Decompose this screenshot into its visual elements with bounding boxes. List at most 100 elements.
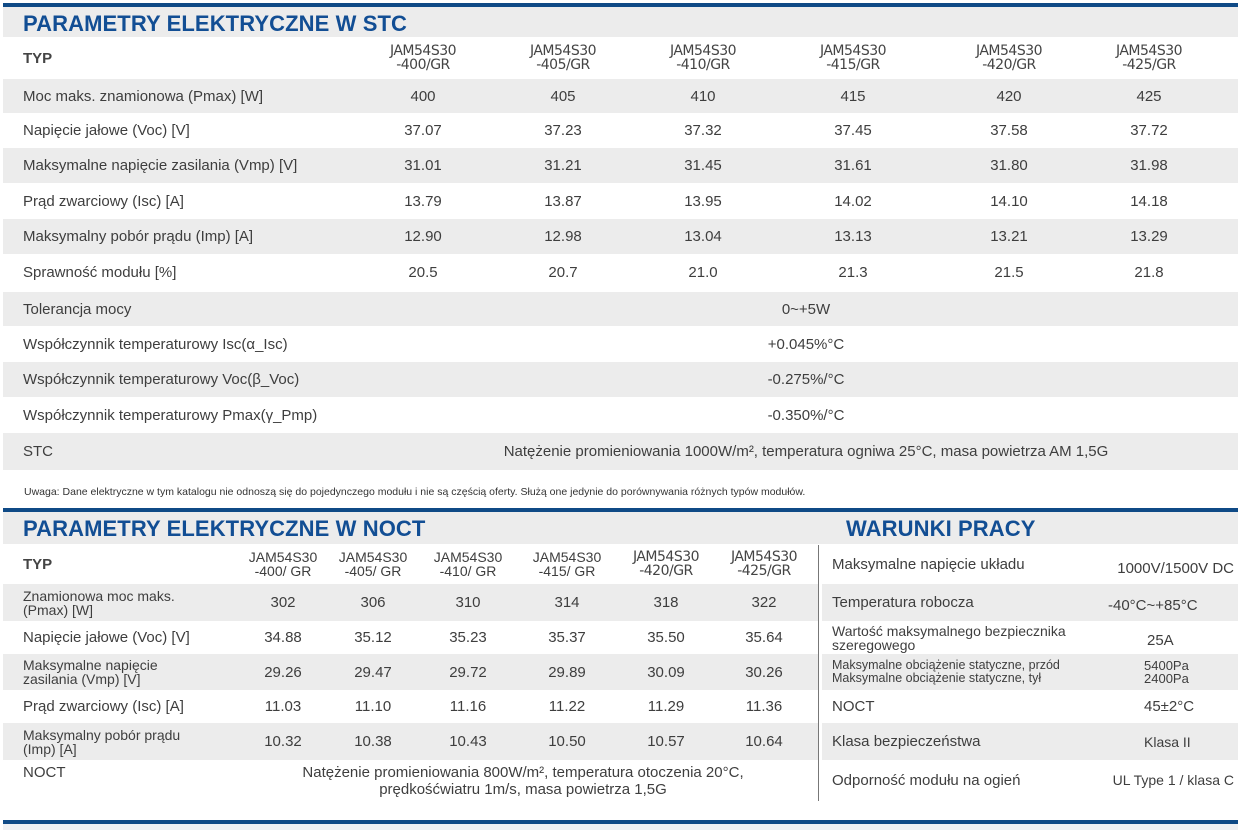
noct-model-header: JAM54S30 -415/ GR: [527, 545, 607, 583]
cell-value: 31.01: [404, 157, 442, 174]
span-value: -0.350%/°C: [767, 406, 845, 424]
row-label: Tolerancja mocy: [23, 300, 132, 318]
model-variant: -420/GR: [639, 563, 693, 579]
row-label: Maksymalne napięcie zasilania (Vmp) [V]: [23, 157, 298, 174]
stc-type-label: TYP: [23, 49, 53, 67]
label-line: Maksymalne obciążenie statyczne, tył: [832, 671, 1042, 685]
cell-value: 14.18: [1130, 192, 1168, 210]
condition-line: Natężenie promieniowania 800W/m², temper…: [302, 764, 744, 781]
model-variant: -400/ GR: [254, 563, 312, 579]
row-label: Napięcie jałowe (Voc) [V]: [23, 629, 190, 646]
stc-model-header: JAM54S30 -420/GR: [949, 38, 1069, 78]
cell-value: 13.79: [404, 192, 442, 210]
row-label: Maksymalne napięcie układu: [832, 555, 1025, 573]
label-line: (Pmax) [W]: [23, 601, 93, 618]
stc-row-conditions: STC Natężenie promieniowania 1000W/m², t…: [3, 433, 1238, 470]
row-value: 25A: [1147, 632, 1174, 649]
op-row-safety-class: Klasa bezpieczeństwa Klasa II: [822, 723, 1238, 760]
cell-value: 20.7: [548, 263, 578, 281]
cell-value: 31.61: [834, 157, 872, 174]
stc-section-header: PARAMETRY ELEKTRYCZNE W STC: [3, 7, 1238, 37]
cell-value: 31.45: [684, 157, 722, 174]
row-value: 5400Pa 2400Pa: [1144, 654, 1189, 690]
row-value: 45±2°C: [1144, 698, 1195, 715]
cell-value: 11.36: [745, 698, 783, 715]
model-name: JAM54S30: [819, 43, 887, 59]
model-variant: -400/GR: [396, 57, 450, 73]
value-line: 5400Pa: [1144, 658, 1189, 673]
label-line: Maksymalne napięcie: [23, 657, 158, 673]
cell-value: 14.10: [990, 192, 1028, 210]
op-row-noct: NOCT 45±2°C: [822, 690, 1238, 723]
cell-value: 31.98: [1130, 157, 1168, 174]
model-variant: -415/GR: [826, 57, 880, 73]
noct-section-header: PARAMETRY ELEKTRYCZNE W NOCT WARUNKI PRA…: [3, 512, 1238, 544]
row-label: STC: [23, 443, 53, 460]
stc-row-imp: Maksymalny pobór prądu (Imp) [A] 12.90 1…: [3, 219, 1238, 254]
row-value: 1000V/1500V DC: [1117, 559, 1234, 577]
cell-value: 13.21: [990, 228, 1028, 245]
cell-value: 11.29: [647, 698, 685, 715]
noct-condition-text: Natężenie promieniowania 800W/m², temper…: [243, 760, 803, 812]
cell-value: 37.07: [404, 122, 442, 139]
row-label: Napięcie jałowe (Voc) [V]: [23, 122, 190, 139]
stc-row-pmax: Moc maks. znamionowa (Pmax) [W] 400 405 …: [3, 79, 1238, 113]
row-label: Maksymalny pobór prądu (Imp) [A]: [23, 723, 180, 760]
label-line: (Imp) [A]: [23, 740, 77, 757]
row-label: NOCT: [832, 698, 875, 715]
span-value: +0.045%°C: [767, 335, 845, 353]
cell-value: 13.04: [684, 228, 722, 245]
row-label: Maksymalny pobór prądu (Imp) [A]: [23, 228, 254, 245]
model-name: JAM54S30: [975, 43, 1043, 59]
cell-value: 21.5: [994, 263, 1024, 281]
stc-row-power-tolerance: Tolerancja mocy 0~+5W: [3, 292, 1238, 326]
middle-divider-bar: [3, 508, 1238, 512]
cell-value: 31.80: [990, 157, 1028, 174]
operating-section-title: WARUNKI PRACY: [846, 516, 1036, 541]
disclaimer-note: Uwaga: Dane elektryczne w tym katalogu n…: [24, 486, 806, 498]
op-row-max-system-voltage: Maksymalne napięcie układu 1000V/1500V D…: [822, 545, 1238, 583]
cell-value: 11.22: [548, 698, 586, 715]
cell-value: 12.98: [544, 228, 582, 245]
noct-row-isc: Prąd zwarciowy (Isc) [A] 11.03 11.10 11.…: [3, 690, 818, 723]
stc-section-title: PARAMETRY ELEKTRYCZNE W STC: [23, 11, 408, 36]
cell-value: 410: [690, 87, 716, 105]
stc-model-header: JAM54S30 -415/GR: [793, 38, 913, 78]
row-label: Prąd zwarciowy (Isc) [A]: [23, 698, 184, 715]
label-line: Maksymalny pobór prądu: [23, 726, 181, 743]
row-value: UL Type 1 / klasa C: [1112, 772, 1234, 788]
model-name: JAM54S30: [669, 43, 737, 59]
model-name: JAM54S30: [632, 549, 700, 565]
row-label: Współczynnik temperaturowy Pmax(γ_Pmp): [23, 406, 318, 424]
noct-model-header: JAM54S30 -400/ GR: [243, 545, 323, 583]
cell-value: 35.50: [647, 629, 685, 646]
noct-row-pmax: Znamionowa moc maks. (Pmax) [W] 302 306 3…: [3, 584, 818, 621]
row-value: Klasa II: [1144, 733, 1191, 750]
cell-value: 306: [360, 594, 386, 611]
stc-row-temp-coef-pmax: Współczynnik temperaturowy Pmax(γ_Pmp) -…: [3, 397, 1238, 433]
label-line: szeregowego: [832, 636, 916, 653]
cell-value: 35.12: [354, 629, 392, 646]
noct-type-label: TYP: [23, 555, 53, 573]
cell-value: 11.10: [354, 698, 392, 715]
bottom-divider-bar: [3, 820, 1238, 824]
label-line: Maksymalne obciążenie statyczne, przód: [832, 658, 1060, 672]
row-label: Wartość maksymalnego bezpiecznika szerego…: [832, 621, 1066, 654]
noct-model-header: JAM54S30 -425/GR: [724, 545, 804, 583]
row-value: -40°C~+85°C: [1108, 597, 1198, 614]
noct-row-vmp: Maksymalne napięcie zasilania (Vmp) [V] 2…: [3, 654, 818, 690]
stc-model-header: JAM54S30 -405/GR: [503, 38, 623, 78]
stc-type-row: TYP JAM54S30 -400/GR JAM54S30 -405/GR JAM5…: [3, 38, 1238, 78]
noct-model-header: JAM54S30 -410/ GR: [428, 545, 508, 583]
op-row-max-fuse: Wartość maksymalnego bezpiecznika szerego…: [822, 621, 1238, 654]
span-value: Natężenie promieniowania 1000W/m², tempe…: [503, 443, 1109, 460]
stc-model-header: JAM54S30 -425/GR: [1089, 38, 1209, 78]
cell-value: 37.45: [834, 122, 872, 139]
noct-type-row: TYP JAM54S30 -400/ GR JAM54S30 -405/ GR JA…: [3, 545, 818, 583]
cell-value: 310: [455, 594, 481, 611]
model-name: JAM54S30: [433, 549, 503, 565]
bottom-band: [3, 824, 1238, 830]
model-name: JAM54S30: [338, 549, 408, 565]
model-name: JAM54S30: [532, 549, 602, 565]
cell-value: 425: [1136, 87, 1162, 105]
